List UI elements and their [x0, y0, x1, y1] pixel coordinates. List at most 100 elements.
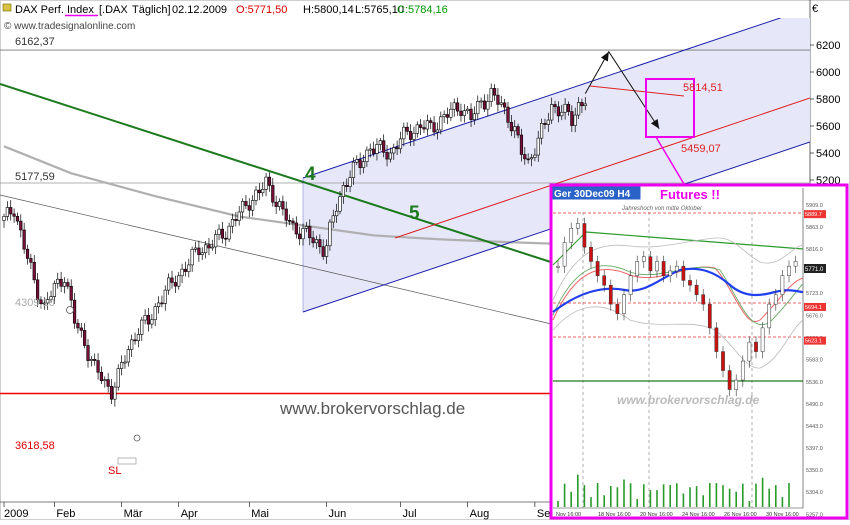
inset-volume-bar — [656, 490, 658, 507]
candle-body — [274, 201, 278, 207]
inset-candle-body — [635, 261, 640, 276]
level-label-5177: 5177,59 — [15, 171, 55, 183]
candle-body — [496, 94, 500, 105]
inset-volume-bar — [629, 483, 632, 507]
candle-body — [539, 123, 544, 139]
inset-candle-body — [734, 379, 739, 390]
inset-marked-level-box — [804, 336, 826, 345]
header-close: C:5784,16 — [397, 4, 448, 16]
inset-y-tick-label: 5723.0 — [806, 291, 823, 297]
inset-volume-bar — [722, 485, 724, 507]
header-index: Index — [67, 4, 94, 16]
inset-volume-bar — [623, 479, 625, 507]
candle-body — [193, 247, 198, 250]
candle-body — [455, 102, 460, 112]
candle-body — [529, 157, 534, 160]
candle-body — [472, 113, 477, 120]
inset-volume-bar — [636, 499, 638, 507]
candle-body — [187, 264, 191, 272]
inset-volume-bar — [715, 483, 718, 507]
candle-body — [338, 196, 342, 212]
inset-candle-body — [608, 284, 613, 305]
inset-y-ticks: 5909.05863.05816.05771.05723.05676.05629… — [806, 203, 823, 518]
candle-body — [120, 362, 124, 369]
inset-volume-bar — [788, 483, 790, 507]
inset-candle-body — [787, 265, 791, 276]
inset-volume-bar — [557, 501, 559, 507]
candle-body — [220, 228, 225, 239]
inset-volume-bar — [761, 477, 764, 507]
candle-body — [287, 219, 292, 222]
inset-candle-body — [562, 242, 567, 267]
candle-body — [341, 185, 345, 197]
inset-volume-bar — [748, 500, 751, 507]
inset-marked-levels: 5889.7 5694.1 5623.1 — [804, 210, 826, 345]
inset-volume-bar — [596, 483, 599, 507]
inset-candle-body — [754, 341, 758, 352]
candle-body — [224, 237, 228, 240]
inset-marked-level-box — [804, 210, 826, 219]
candle-body — [140, 319, 144, 335]
level-label-3618: 3618,58 — [15, 440, 55, 452]
candle-body — [251, 200, 255, 211]
candle-body — [432, 122, 436, 133]
candle-body — [277, 201, 282, 207]
inset-y-tick-label: 5583.0 — [806, 358, 823, 364]
candle-body — [116, 368, 120, 388]
candle-body — [173, 282, 177, 287]
candle-body — [234, 219, 238, 221]
inset-volume-bars — [557, 474, 790, 507]
candle-body — [429, 120, 433, 123]
candle-body — [32, 262, 36, 281]
inset-candle-body — [648, 256, 653, 272]
candle-body — [331, 215, 335, 223]
candle-body — [130, 339, 134, 350]
candle-body — [536, 137, 540, 156]
channel-mid-line — [394, 97, 810, 239]
candle-body — [469, 108, 473, 120]
candle-body — [375, 144, 379, 154]
candle-body — [89, 359, 93, 361]
candle-body — [109, 386, 114, 400]
candle-body — [546, 119, 550, 125]
inset-volume-bar — [735, 491, 737, 507]
inset-candle-body — [721, 351, 725, 371]
candle-body — [197, 247, 201, 255]
candle-body — [200, 252, 204, 255]
inset-title: Ger 30Dec09 H4 — [554, 189, 631, 200]
y-tick-label: 5800 — [816, 94, 840, 106]
candle-body — [204, 244, 208, 254]
candle-body — [190, 249, 194, 266]
inset-y-tick-label: 5304.0 — [806, 490, 823, 496]
y-tick-label: 5400 — [816, 148, 840, 160]
candle-body — [15, 215, 20, 222]
inset-y-tick-label: 5350.0 — [806, 468, 823, 474]
candle-body — [553, 104, 557, 108]
wave-5-label: 5 — [409, 203, 420, 224]
inset-volume-bar — [583, 485, 586, 507]
inset-last-price: 5771.0 — [805, 267, 824, 273]
candle-body — [533, 154, 537, 158]
candle-body — [439, 116, 443, 131]
candle-body — [261, 189, 265, 194]
candle-body — [103, 379, 107, 381]
candle-body — [556, 106, 560, 117]
inset-candle-body — [569, 227, 574, 243]
candle-body — [301, 228, 305, 240]
inset-volume-bar — [649, 490, 652, 507]
inset-volume-bar — [695, 486, 698, 507]
inset-watermark: www.brokervorschlag.de — [617, 393, 760, 407]
header-period: Täglich] — [132, 4, 171, 16]
channel-upper-line — [302, 18, 782, 179]
inset-volume-bar — [610, 486, 612, 507]
candle-body — [9, 207, 13, 215]
candle-body — [560, 111, 564, 117]
inset-volume-bar — [709, 483, 711, 507]
candle-body — [298, 233, 302, 240]
candle-body — [361, 161, 366, 168]
candle-body — [46, 299, 50, 304]
candle-body — [499, 102, 503, 105]
candle-body — [72, 299, 77, 324]
